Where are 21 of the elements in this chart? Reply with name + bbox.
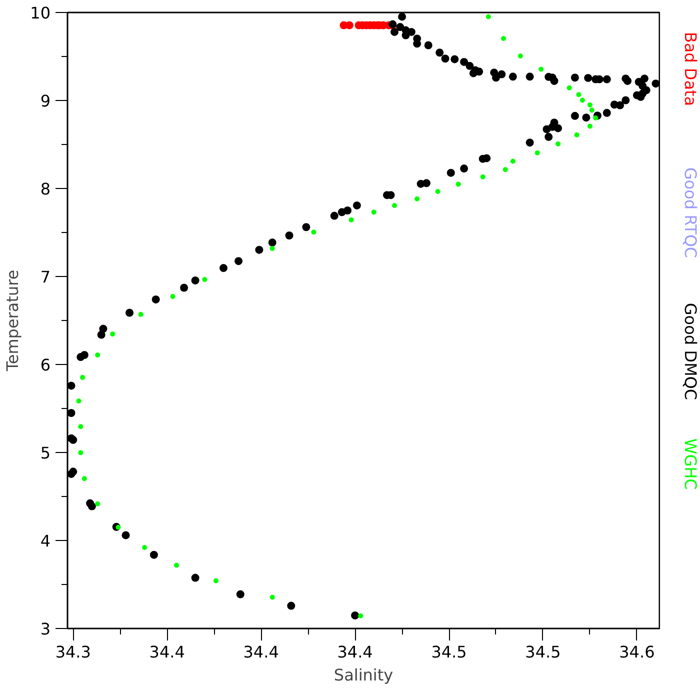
- text: WGHC: [681, 438, 700, 490]
- y-tick-label: 3: [40, 620, 51, 638]
- x-tick-label: 34.4: [337, 642, 373, 662]
- text: Bad Data: [681, 32, 700, 106]
- y-tick-label: 9: [40, 92, 51, 110]
- x-tick-label: 34.5: [525, 642, 561, 662]
- legend-label: Good RTQC: [681, 167, 700, 258]
- x-axis-title: Salinity: [334, 666, 394, 684]
- x-tick-label: 34.4: [149, 642, 185, 662]
- y-tick-label: 6: [40, 356, 51, 374]
- y-tick-label: 5: [40, 444, 51, 462]
- x-tick-label: 34.6: [619, 642, 655, 662]
- text: Good DMQC: [681, 302, 700, 400]
- y-tick-label: 10: [30, 4, 50, 22]
- x-tick-label: 34.3: [55, 642, 91, 662]
- x-tick-label: 34.5: [431, 642, 467, 662]
- y-axis-title: Temperature: [3, 270, 22, 372]
- y-tick-label: 4: [40, 532, 51, 550]
- y-tick-label: 7: [40, 268, 51, 286]
- x-tick-label: 34.4: [243, 642, 279, 662]
- y-tick-label: 8: [40, 180, 51, 198]
